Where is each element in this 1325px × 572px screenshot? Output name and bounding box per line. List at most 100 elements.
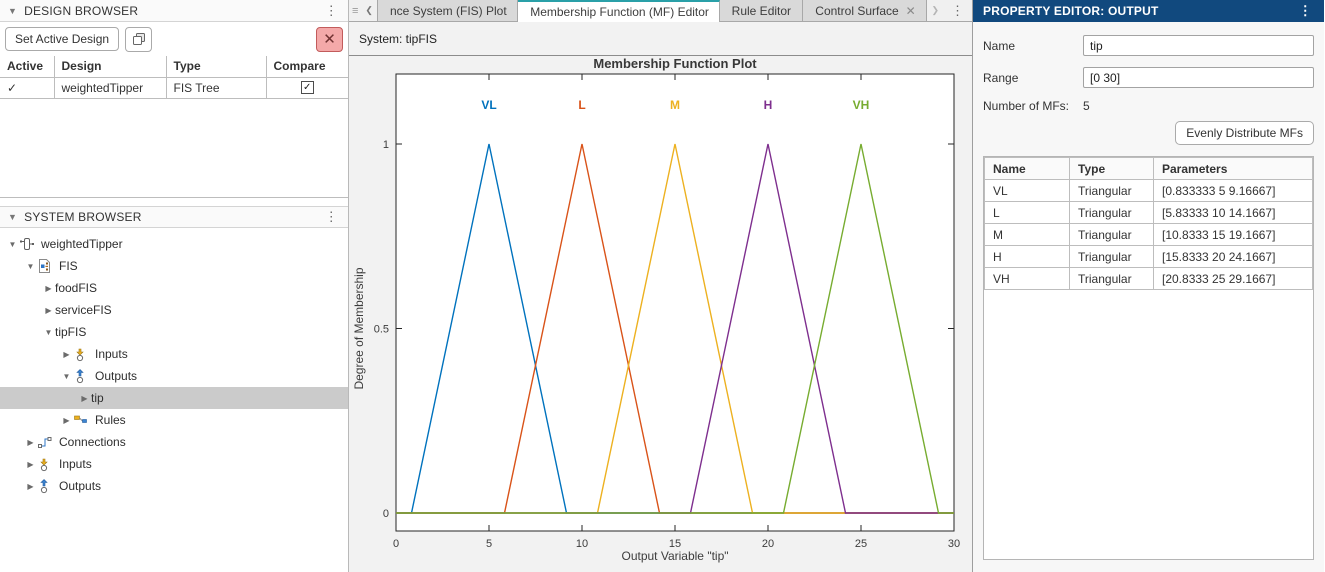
mf-type-cell[interactable]: Triangular (1069, 179, 1154, 202)
expander-icon[interactable]: ▶ (27, 437, 34, 447)
compare-checkbox[interactable]: ✓ (300, 81, 314, 94)
tab-rule-editor[interactable]: Rule Editor (719, 0, 804, 21)
design-browser-header: ▼ DESIGN BROWSER ⋮ (0, 0, 348, 22)
mf-params-cell[interactable]: [20.8333 25 29.1667] (1153, 267, 1313, 290)
tree-item-fis[interactable]: ▼ FIS (0, 255, 348, 277)
tab-kebab-menu-icon[interactable]: ⋮ (951, 2, 965, 18)
tree-item-label: Outputs (95, 369, 138, 383)
svg-text:Output Variable "tip": Output Variable "tip" (621, 549, 728, 563)
expander-icon[interactable]: ▼ (44, 327, 53, 337)
svg-text:0.5: 0.5 (374, 324, 389, 336)
mf-table-row[interactable]: L Triangular [5.83333 10 14.1667] (984, 201, 1313, 224)
tree-item-rules[interactable]: ▶ Rules (0, 409, 348, 431)
tree-item-foodfis[interactable]: ▶ foodFIS (0, 277, 348, 299)
tab-mf-editor[interactable]: Membership Function (MF) Editor (518, 0, 720, 22)
svg-text:1: 1 (383, 139, 389, 151)
collapse-caret-icon[interactable]: ▼ (8, 5, 18, 16)
col-type[interactable]: Type (1069, 157, 1154, 180)
connections-icon (37, 434, 54, 450)
mf-name-cell[interactable]: VL (984, 179, 1070, 202)
scroll-tabs-right-button[interactable]: ❯ (931, 5, 940, 15)
mf-table-row[interactable]: M Triangular [10.8333 15 19.1667] (984, 223, 1313, 246)
range-field[interactable] (1083, 67, 1314, 88)
col-parameters[interactable]: Parameters (1153, 157, 1313, 180)
mf-plot-figure: 0 5 10 15 20 25 30 0 0.5 1 VL L M H VH Membership Funct… (349, 56, 972, 572)
tree-item-servicefis[interactable]: ▶ serviceFIS (0, 299, 348, 321)
mf-type-cell[interactable]: Triangular (1069, 245, 1154, 268)
close-panel-button[interactable]: ✕ (316, 26, 343, 52)
expander-icon[interactable]: ▶ (63, 415, 70, 425)
expander-icon[interactable]: ▶ (45, 305, 52, 315)
expander-icon[interactable]: ▶ (63, 349, 70, 359)
expander-icon[interactable]: ▶ (27, 459, 34, 469)
col-type[interactable]: Type (165, 56, 267, 78)
tree-item-weightedtipper[interactable]: ▼ weightedTipper (0, 233, 348, 255)
expander-icon[interactable]: ▶ (27, 481, 34, 491)
mf-type-cell[interactable]: Triangular (1069, 223, 1154, 246)
svg-text:5: 5 (486, 538, 492, 550)
grip-icon[interactable]: ≡ (352, 4, 359, 17)
tree-item-tip[interactable]: ▶ tip (0, 387, 348, 409)
kebab-menu-icon[interactable]: ⋮ (324, 209, 338, 224)
mf-name-cell[interactable]: H (984, 245, 1070, 268)
col-name[interactable]: Name (984, 157, 1070, 180)
tree-item-inputs[interactable]: ▶ Inputs (0, 453, 348, 475)
svg-text:Membership Function Plot: Membership Function Plot (593, 56, 757, 71)
tree-item-outputs[interactable]: ▶ Outputs (0, 475, 348, 497)
mf-table-row[interactable]: H Triangular [15.8333 20 24.1667] (984, 245, 1313, 268)
collapse-caret-icon[interactable]: ▼ (8, 212, 18, 222)
tree-item-connections[interactable]: ▶ Connections (0, 431, 348, 453)
tree-item-label: weightedTipper (41, 237, 123, 251)
col-compare[interactable]: Compare (265, 56, 348, 78)
document-tabbar: ≡ ❮ nce System (FIS) Plot Membership Fun… (349, 0, 972, 22)
property-editor-panel: PROPERTY EDITOR: OUTPUT ⋮ Name Range Num… (973, 0, 1324, 572)
tree-item-label: Rules (95, 413, 126, 427)
col-active[interactable]: Active (0, 56, 55, 78)
set-active-design-button[interactable]: Set Active Design (5, 27, 120, 51)
expander-icon[interactable]: ▶ (45, 283, 52, 293)
svg-text:L: L (578, 98, 585, 112)
expander-icon[interactable]: ▼ (26, 261, 35, 271)
evenly-distribute-mfs-button[interactable]: Evenly Distribute MFs (1175, 121, 1314, 145)
scroll-tabs-left-button[interactable]: ❮ (365, 5, 373, 15)
mf-name-cell[interactable]: VH (984, 267, 1070, 290)
fis-document-icon (37, 258, 54, 274)
property-editor-body: Name Range Number of MFs: 5 Evenly Distr… (973, 22, 1324, 572)
mf-table-row[interactable]: VH Triangular [20.8333 25 29.1667] (984, 267, 1313, 290)
mf-name-cell[interactable]: L (984, 201, 1070, 224)
svg-text:10: 10 (576, 538, 588, 550)
tree-item-label: Inputs (59, 457, 92, 471)
outputs-icon (73, 368, 90, 384)
mf-table-row[interactable]: VL Triangular [0.833333 5 9.16667] (984, 179, 1313, 202)
col-design[interactable]: Design (53, 56, 167, 78)
design-table-container: Active Design Type Compare ✓ weightedTip… (0, 56, 348, 198)
tree-item-label: Connections (59, 435, 126, 449)
copy-design-button[interactable] (125, 26, 153, 52)
tab-control-surface[interactable]: Control Surface ✕ (803, 0, 928, 21)
mf-params-cell[interactable]: [0.833333 5 9.16667] (1153, 179, 1313, 202)
tree-item-tipfis[interactable]: ▼ tipFIS (0, 321, 348, 343)
expander-icon[interactable]: ▼ (62, 371, 71, 381)
svg-text:VL: VL (481, 98, 496, 112)
mf-name-cell[interactable]: M (984, 223, 1070, 246)
tree-item-tipfis-outputs[interactable]: ▼ Outputs (0, 365, 348, 387)
mf-params-cell[interactable]: [10.8333 15 19.1667] (1153, 223, 1313, 246)
checkmark-icon: ✓ (303, 82, 312, 93)
expander-icon[interactable]: ▶ (81, 393, 88, 403)
tree-item-tipfis-inputs[interactable]: ▶ Inputs (0, 343, 348, 365)
design-table-row[interactable]: ✓ weightedTipper FIS Tree ✓ (0, 76, 348, 99)
expander-icon[interactable]: ▼ (8, 239, 17, 249)
svg-text:15: 15 (669, 538, 681, 550)
active-check: ✓ (0, 76, 55, 99)
tab-close-icon[interactable]: ✕ (905, 3, 916, 18)
tab-fis-plot[interactable]: nce System (FIS) Plot (376, 0, 519, 21)
mf-params-cell[interactable]: [5.83333 10 14.1667] (1153, 201, 1313, 224)
kebab-menu-icon[interactable]: ⋮ (1298, 3, 1312, 18)
name-field[interactable] (1083, 35, 1314, 56)
system-label: System: tipFIS (359, 31, 438, 46)
mf-params-cell[interactable]: [15.8333 20 24.1667] (1153, 245, 1313, 268)
mf-type-cell[interactable]: Triangular (1069, 267, 1154, 290)
kebab-menu-icon[interactable]: ⋮ (324, 2, 338, 18)
mf-type-cell[interactable]: Triangular (1069, 201, 1154, 224)
mf-plot[interactable]: 0 5 10 15 20 25 30 0 0.5 1 VL L M H VH Membership Funct… (349, 56, 971, 571)
